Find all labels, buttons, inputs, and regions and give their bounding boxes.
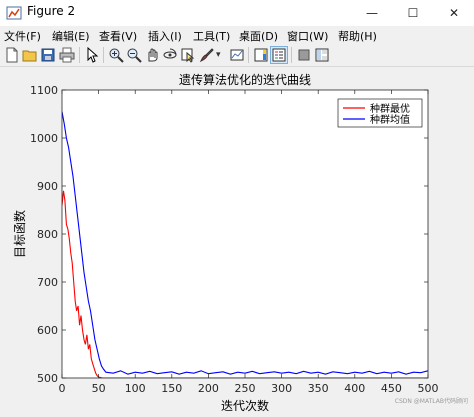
y-tick-label: 900 [37,180,58,193]
menu-view[interactable]: 查看(V) [99,30,138,43]
new-figure-icon[interactable] [4,47,20,63]
menu-window[interactable]: 窗口(W) [287,30,329,43]
close-button[interactable]: ✕ [448,6,460,20]
insert-colorbar-icon[interactable] [253,47,269,63]
legend-label-2: 种群均值 [370,113,410,126]
pan-icon[interactable] [144,47,160,63]
zoom-out-icon[interactable] [126,47,142,63]
series-line-1 [62,190,428,378]
figure-canvas[interactable]: 0 50 100 150 200 250 300 350 400 450 500 500 600 700 8… [0,67,474,417]
x-tick-label: 350 [308,382,329,395]
hide-plot-tools-icon[interactable] [296,47,312,63]
brush-icon[interactable] [199,47,215,63]
zoom-in-icon[interactable] [108,47,124,63]
menu-file[interactable]: 文件(F) [4,30,41,43]
x-tick-label: 200 [198,382,219,395]
x-tick-label: 100 [125,382,146,395]
y-tick-label: 500 [37,372,58,385]
x-tick-label: 400 [344,382,365,395]
print-icon[interactable] [59,47,75,63]
y-tick-label: 1000 [30,132,58,145]
y-tick-label: 800 [37,228,58,241]
legend-box [337,98,423,128]
x-tick-label: 50 [92,382,106,395]
insert-legend-icon[interactable] [270,46,288,64]
toolbar: ▾ [0,44,474,67]
chart-title: 遗传算法优化的迭代曲线 [179,72,311,87]
y-tick-label: 600 [37,324,58,337]
data-cursor-icon[interactable] [180,47,196,63]
minimize-button[interactable]: — [366,6,378,20]
toolbar-separator [291,47,292,63]
chevron-down-icon[interactable]: ▾ [216,50,221,60]
toolbar-separator [248,47,249,63]
legend-label-1: 种群最优 [370,102,410,115]
x-tick-label: 500 [418,382,439,395]
plot-area [62,90,428,378]
menu-bar: 文件(F) 编辑(E) 查看(V) 插入(I) 工具(T) 桌面(D) 窗口(W… [0,26,474,44]
x-tick-label: 300 [271,382,292,395]
title-bar: Figure 2 — ☐ ✕ [0,0,474,26]
save-icon[interactable] [40,47,56,63]
show-plot-tools-icon[interactable] [314,47,330,63]
open-file-icon[interactable] [22,47,38,63]
maximize-button[interactable]: ☐ [407,6,419,20]
toolbar-separator [103,47,104,63]
window-title: Figure 2 [27,4,76,18]
x-tick-label: 0 [59,382,66,395]
rotate-3d-icon[interactable] [162,47,178,63]
toolbar-separator [79,47,80,63]
menu-desktop[interactable]: 桌面(D) [239,30,279,43]
menu-insert[interactable]: 插入(I) [148,30,182,43]
x-axis-label: 迭代次数 [221,398,269,413]
series-line-2 [62,111,428,375]
y-tick-label: 1100 [30,84,58,97]
x-tick-label: 150 [161,382,182,395]
y-tick-label: 700 [37,276,58,289]
y-axis-label: 目标函数 [12,210,27,258]
x-tick-label: 250 [235,382,256,395]
watermark: CSDN @MATLAB代码顾问 [394,398,468,405]
pointer-icon[interactable] [84,47,100,63]
x-tick-label: 450 [381,382,402,395]
menu-edit[interactable]: 编辑(E) [52,30,90,43]
matlab-figure-icon [6,6,22,20]
menu-tools[interactable]: 工具(T) [193,30,231,43]
plot-svg: 0 50 100 150 200 250 300 350 400 450 500 500 600 700 8… [12,72,439,413]
link-plot-icon[interactable] [229,47,245,63]
menu-help[interactable]: 帮助(H) [338,30,377,43]
